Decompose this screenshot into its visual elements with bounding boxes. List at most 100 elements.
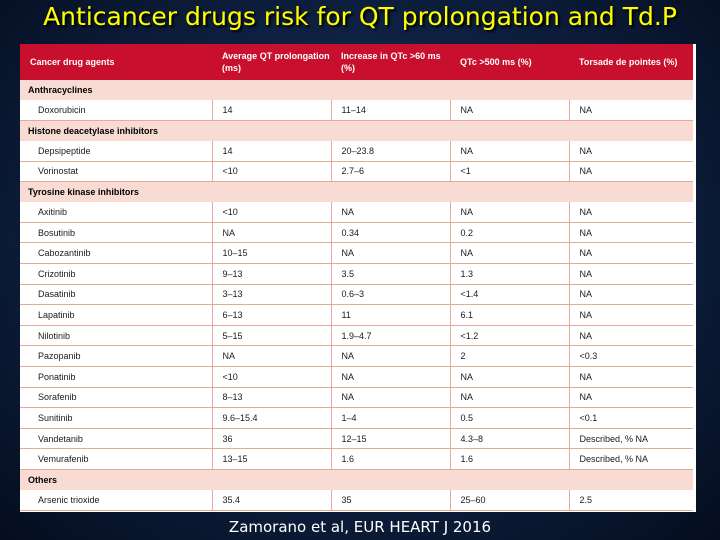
value-cell: NA: [569, 284, 693, 306]
value-cell: 2.7–6: [331, 161, 451, 183]
value-cell: 0.34: [331, 222, 451, 244]
drug-name-cell: Pazopanib: [20, 345, 213, 368]
group-label: Others: [28, 474, 58, 485]
value-cell: 10–15: [212, 242, 332, 265]
value-cell: NA: [331, 242, 451, 265]
value-cell: <1: [450, 161, 570, 183]
value-cell: 6–13: [212, 304, 332, 326]
value-cell: NA: [331, 366, 451, 388]
value-cell: NA: [450, 100, 570, 122]
value-cell: NA: [569, 304, 693, 326]
value-cell: NA: [569, 201, 693, 223]
table-row: Depsipeptide 14 20–23.8 NA NA: [20, 140, 693, 162]
drug-name-cell: Nilotinib: [20, 325, 213, 347]
value-cell: <10: [212, 366, 332, 388]
drug-name-cell: Arsenic trioxide: [20, 489, 213, 511]
drug-table: Cancer drug agents Average QT prolongati…: [20, 44, 693, 511]
drug-name-cell: Lapatinib: [20, 304, 213, 326]
value-cell: 3.5: [331, 263, 451, 285]
drug-name-cell: Vorinostat: [20, 161, 213, 183]
value-cell: NA: [450, 242, 570, 265]
value-cell: 6.1: [450, 304, 570, 326]
value-cell: 0.6–3: [331, 284, 451, 306]
header-cell: Average QT prolongation (ms): [222, 51, 330, 73]
table-row: Arsenic trioxide 35.4 35 25–60 2.5: [20, 489, 693, 511]
drug-table-frame: Cancer drug agents Average QT prolongati…: [20, 44, 696, 512]
value-cell: Described, % NA: [569, 428, 693, 450]
value-cell: 35.4: [212, 489, 332, 511]
drug-name-cell: Sunitinib: [20, 407, 213, 429]
value-cell: NA: [569, 263, 693, 285]
value-cell: 1–4: [331, 407, 451, 429]
value-cell: 5–15: [212, 325, 332, 347]
drug-name-cell: Dasatinib: [20, 284, 213, 306]
value-cell: NA: [569, 140, 693, 162]
group-label: Histone deacetylase inhibitors: [28, 125, 159, 136]
table-row: Vandetanib 36 12–15 4.3–8 Described, % NA: [20, 428, 693, 450]
value-cell: 2.5: [569, 489, 693, 511]
header-cell: Cancer drug agents: [30, 57, 115, 67]
value-cell: 25–60: [450, 489, 570, 511]
citation-footer: Zamorano et al, EUR HEART J 2016: [228, 518, 492, 536]
value-cell: NA: [569, 100, 693, 122]
value-cell: 8–13: [212, 387, 332, 409]
table-row: Nilotinib 5–15 1.9–4.7 <1.2 NA: [20, 325, 693, 347]
value-cell: NA: [569, 242, 693, 265]
value-cell: 3–13: [212, 284, 332, 306]
value-cell: 1.9–4.7: [331, 325, 451, 347]
value-cell: NA: [212, 222, 332, 244]
value-cell: 20–23.8: [331, 140, 451, 162]
header-cell: Torsade de pointes (%): [579, 57, 678, 67]
drug-name-cell: Cabozantinib: [20, 242, 213, 265]
value-cell: 4.3–8: [450, 428, 570, 450]
value-cell: 36: [212, 428, 332, 450]
drug-name-cell: Depsipeptide: [20, 140, 213, 162]
value-cell: 35: [331, 489, 451, 511]
header-cell: QTc >500 ms (%): [460, 57, 532, 67]
table-row: Sunitinib 9.6–15.4 1–4 0.5 <0.1: [20, 407, 693, 429]
value-cell: <10: [212, 201, 332, 223]
table-row: Pazopanib NA NA 2 <0.3: [20, 345, 693, 368]
value-cell: NA: [331, 201, 451, 223]
table-row: Bosutinib NA 0.34 0.2 NA: [20, 222, 693, 244]
value-cell: 1.6: [450, 448, 570, 470]
value-cell: <1.4: [450, 284, 570, 306]
value-cell: NA: [212, 345, 332, 368]
table-group-row: Histone deacetylase inhibitors: [20, 120, 693, 141]
table-row: Doxorubicin 14 11–14 NA NA: [20, 100, 693, 122]
value-cell: NA: [569, 366, 693, 388]
table-group-row: Others: [20, 469, 693, 490]
value-cell: 1.3: [450, 263, 570, 285]
table-row: Sorafenib 8–13 NA NA NA: [20, 387, 693, 409]
value-cell: 9–13: [212, 263, 332, 285]
table-row: Vemurafenib 13–15 1.6 1.6 Described, % NA: [20, 448, 693, 470]
value-cell: NA: [450, 140, 570, 162]
value-cell: <0.3: [569, 345, 693, 368]
table-group-row: Tyrosine kinase inhibitors: [20, 181, 693, 202]
drug-name-cell: Bosutinib: [20, 222, 213, 244]
value-cell: NA: [569, 325, 693, 347]
value-cell: <1.2: [450, 325, 570, 347]
value-cell: NA: [450, 366, 570, 388]
table-row: Cabozantinib 10–15 NA NA NA: [20, 242, 693, 265]
drug-name-cell: Axitinib: [20, 201, 213, 223]
value-cell: <0.1: [569, 407, 693, 429]
drug-name-cell: Ponatinib: [20, 366, 213, 388]
value-cell: 11: [331, 304, 451, 326]
group-label: Anthracyclines: [28, 85, 93, 95]
drug-name-cell: Sorafenib: [20, 387, 213, 409]
drug-name-cell: Crizotinib: [20, 263, 213, 285]
value-cell: 2: [450, 345, 570, 368]
header-cell: Increase in QTc >60 ms (%): [341, 51, 441, 73]
drug-name-cell: Vandetanib: [20, 428, 213, 450]
value-cell: 14: [212, 100, 332, 122]
value-cell: Described, % NA: [569, 448, 693, 470]
value-cell: NA: [331, 345, 451, 368]
table-body: Anthracyclines Doxorubicin 14 11–14 NA NA Hist…: [20, 80, 693, 511]
value-cell: 0.5: [450, 407, 570, 429]
value-cell: 11–14: [331, 100, 451, 122]
group-label: Tyrosine kinase inhibitors: [28, 187, 139, 198]
value-cell: 0.2: [450, 222, 570, 244]
value-cell: NA: [569, 161, 693, 183]
value-cell: NA: [450, 201, 570, 223]
